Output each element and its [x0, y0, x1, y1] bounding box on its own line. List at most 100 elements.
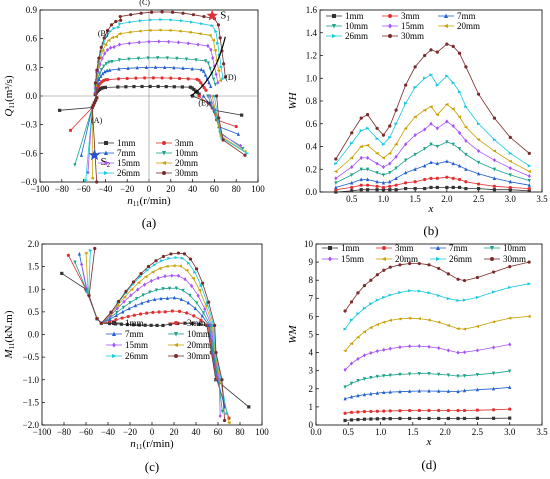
b-26mm-point: [359, 128, 364, 133]
c-30mm-point: [109, 310, 113, 314]
c-15mm-point: [196, 293, 200, 298]
b-1mm-point: [423, 186, 427, 191]
d-20mm-point: [407, 316, 412, 320]
d-15mm-point: [437, 345, 441, 351]
c-10mm-point: [174, 286, 178, 291]
b-7mm-point: [334, 185, 338, 190]
c-30mm-point: [182, 252, 187, 256]
b-10mm-point: [464, 152, 468, 157]
y-tick-label: −0.3: [21, 120, 38, 130]
a-7mm-point: [97, 77, 101, 82]
a-10mm-point: [204, 59, 208, 63]
d-15mm-point: [491, 345, 496, 350]
a-20mm-point: [106, 38, 111, 42]
a-7mm-point: [202, 69, 206, 73]
a-26mm-point: [216, 41, 220, 45]
legend-entry-10mm: 10mm: [187, 329, 210, 339]
c-20mm-point: [136, 280, 141, 285]
c-1mm-point: [190, 321, 194, 326]
b-30mm-point: [476, 92, 481, 96]
legend-marker: [490, 246, 494, 251]
legend-marker: [388, 34, 392, 38]
x-tick-label: 100: [255, 427, 269, 437]
b-10mm-point: [388, 171, 392, 175]
d-1mm-point: [369, 417, 373, 421]
d-20mm-point: [397, 317, 402, 321]
d-3mm-point: [388, 409, 392, 413]
plot-frame: [41, 243, 263, 426]
legend-marker: [328, 256, 332, 262]
a-7mm-lower-point: [201, 93, 206, 98]
y-tick-label: 0: [309, 420, 314, 430]
a-15mm-point: [103, 51, 107, 56]
a-30mm-point: [93, 81, 98, 85]
c-26mm-point: [193, 270, 197, 274]
a-20mm-point: [157, 28, 162, 32]
x-tick-label: −80: [55, 184, 70, 194]
d-15mm-point: [417, 343, 421, 349]
d-15mm-point: [475, 348, 480, 353]
a-30mm-point: [95, 96, 99, 100]
c-7mm-point: [186, 300, 190, 305]
d-30mm-point: [446, 272, 450, 276]
a-1mm-point: [192, 87, 196, 92]
legend-entry-20mm: 20mm: [187, 340, 210, 350]
a-20mm-point: [100, 48, 105, 53]
c-30mm-point: [131, 280, 136, 284]
a-20mm-point: [137, 29, 142, 33]
legend-entry-1mm: 1mm: [345, 11, 364, 21]
y-tick-label: 0.2: [306, 164, 317, 174]
c-15mm-point: [115, 306, 119, 311]
a-7mm-point: [181, 66, 185, 70]
x-tick-label: 1.5: [410, 194, 422, 204]
b-20mm-point: [527, 169, 531, 174]
d-30mm-point: [508, 265, 512, 269]
c-20mm-point: [178, 264, 183, 268]
b-30mm-point: [527, 151, 531, 155]
legend-entry-1mm: 1mm: [117, 138, 136, 148]
b-26mm-point: [388, 135, 392, 139]
a-7mm-point: [203, 72, 208, 77]
c-30mm-point: [214, 351, 218, 355]
panel-a: −100 −80 −60 −40 −20 0 20 40 60 80 100 −0.9 −0.6 −0.3…: [3, 0, 265, 230]
b-10mm-point: [492, 167, 497, 172]
d-26mm-point: [462, 298, 467, 302]
d-7mm-point: [398, 389, 402, 394]
b-30mm-point: [429, 48, 433, 52]
b-10mm-point: [381, 173, 386, 178]
c-10mm-point: [195, 301, 199, 305]
b-1mm-point: [451, 185, 455, 190]
a-20mm-point: [90, 176, 94, 180]
b-15mm-line: [335, 121, 530, 179]
d-7mm-point: [417, 388, 421, 393]
caption-b: (b): [423, 223, 438, 238]
a-1mm-point: [103, 85, 107, 89]
c-20mm-point: [150, 270, 155, 274]
b-30mm-point: [350, 131, 354, 135]
d-3mm-point: [369, 409, 373, 414]
b-20mm-point: [444, 102, 449, 107]
c-7mm-point: [200, 313, 204, 318]
legend-entry-1mm: 1mm: [125, 318, 144, 328]
c-30mm-point: [176, 251, 180, 255]
a-30mm-point: [150, 10, 154, 14]
a-30mm-point: [119, 18, 123, 22]
a-15mm-point: [214, 72, 218, 77]
b-15mm-point: [388, 161, 392, 166]
b-20mm-point: [403, 126, 408, 130]
c-26mm-point: [167, 256, 172, 260]
a-20mm-point: [177, 29, 182, 33]
c-15mm-point: [190, 283, 194, 288]
b-1mm-point: [527, 189, 531, 193]
d-1mm-point: [491, 416, 496, 420]
a-7mm-point: [172, 65, 176, 70]
d-26mm-point: [417, 289, 422, 293]
b-3mm-point: [388, 184, 392, 188]
b-30mm-point: [359, 116, 363, 120]
b-20mm-point: [394, 142, 398, 146]
y-tick-label: 6: [309, 311, 314, 321]
b-20mm-point: [374, 151, 379, 155]
x-tick-label: 60: [214, 427, 224, 437]
b-10mm-point: [423, 147, 427, 151]
a-26mm-point: [200, 22, 205, 26]
